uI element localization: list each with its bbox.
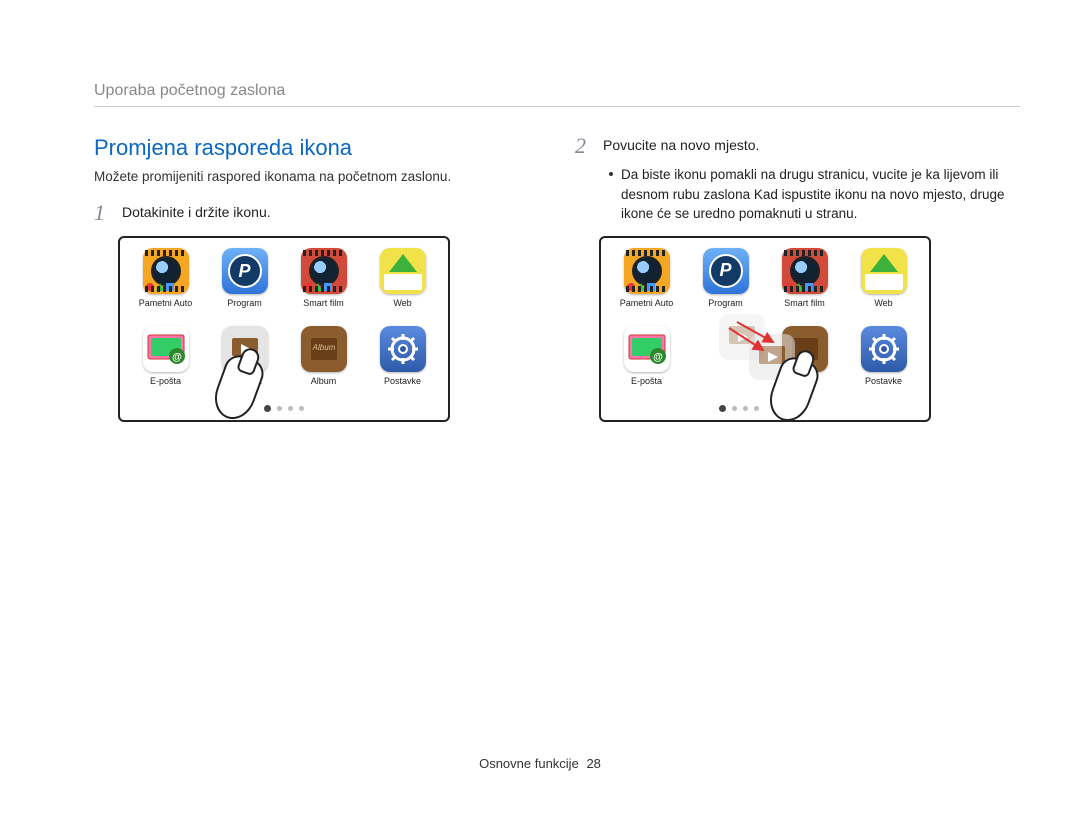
film-icon <box>301 248 347 294</box>
app-label: Smart film <box>784 298 825 308</box>
email-icon: @ <box>143 326 189 372</box>
left-column: Promjena rasporeda ikona Možete promijen… <box>94 135 539 422</box>
program-icon: P <box>222 248 268 294</box>
step-text: Povucite na novo mjesto. <box>603 135 759 153</box>
app-eposta: @ E-pošta <box>615 326 678 386</box>
section-title: Promjena rasporeda ikona <box>94 135 539 161</box>
app-album: Album Album <box>292 326 355 386</box>
app-label: Program <box>708 298 743 308</box>
upload-icon <box>861 248 907 294</box>
step-number: 1 <box>94 202 112 224</box>
email-icon: @ <box>624 326 670 372</box>
app-label: Album <box>311 376 337 386</box>
app-eposta: @ E-pošta <box>134 326 197 386</box>
svg-text:@: @ <box>653 352 663 363</box>
app-program: P Program <box>213 248 276 308</box>
app-web: Web <box>371 248 434 308</box>
app-label: Pametni Auto <box>139 298 193 308</box>
step-2-note: Da biste ikonu pomakli na drugu stranicu… <box>609 165 1020 224</box>
program-icon: P <box>703 248 749 294</box>
drag-arrows-icon <box>719 316 789 376</box>
footer-label: Osnovne funkcije <box>479 756 579 771</box>
film-icon <box>782 248 828 294</box>
app-label: E-pošta <box>150 376 181 386</box>
gear-icon <box>380 326 426 372</box>
step-number: 2 <box>575 135 593 157</box>
app-smart-film: Smart film <box>292 248 355 308</box>
app-label: Postavke <box>384 376 421 386</box>
bullet-dot-icon <box>609 172 613 176</box>
step-1: 1 Dotakinite i držite ikonu. <box>94 202 539 224</box>
app-pametni-auto: Pametni Auto <box>134 248 197 308</box>
page-indicator <box>719 405 759 412</box>
app-label: Pametni Auto <box>620 298 674 308</box>
camera-icon <box>143 248 189 294</box>
gear-icon <box>861 326 907 372</box>
breadcrumb: Uporaba početnog zaslona <box>94 82 1020 107</box>
svg-text:Album: Album <box>311 343 335 352</box>
home-screen-illustration-2: Pametni Auto P Program Smart film <box>599 236 931 422</box>
home-screen-illustration-1: Pametni Auto P Program Smart film <box>118 236 450 422</box>
app-label: Web <box>874 298 892 308</box>
app-label: E-pošta <box>631 376 662 386</box>
app-label: Program <box>227 298 262 308</box>
app-label: Postavke <box>865 376 902 386</box>
app-smart-film: Smart film <box>773 248 836 308</box>
icon-grid: Pametni Auto P Program Smart film <box>134 248 434 386</box>
app-postavke: Postavke <box>852 326 915 386</box>
app-pametni-auto: Pametni Auto <box>615 248 678 308</box>
app-label: Web <box>393 298 411 308</box>
content-columns: Promjena rasporeda ikona Možete promijen… <box>94 135 1020 422</box>
right-column: 2 Povucite na novo mjesto. Da biste ikon… <box>575 135 1020 422</box>
manual-page: Uporaba početnog zaslona Promjena raspor… <box>0 0 1080 815</box>
app-label: Smart film <box>303 298 344 308</box>
app-postavke: Postavke <box>371 326 434 386</box>
upload-icon <box>380 248 426 294</box>
svg-text:@: @ <box>172 352 182 363</box>
page-footer: Osnovne funkcije 28 <box>0 756 1080 771</box>
page-indicator <box>264 405 304 412</box>
app-program: P Program <box>694 248 757 308</box>
bullet-text: Da biste ikonu pomakli na drugu stranicu… <box>621 165 1020 224</box>
album-icon: Album <box>301 326 347 372</box>
camera-icon <box>624 248 670 294</box>
intro-text: Možete promijeniti raspored ikonama na p… <box>94 169 539 184</box>
app-web: Web <box>852 248 915 308</box>
page-number: 28 <box>586 756 600 771</box>
step-2: 2 Povucite na novo mjesto. <box>575 135 1020 157</box>
step-text: Dotakinite i držite ikonu. <box>122 202 271 220</box>
